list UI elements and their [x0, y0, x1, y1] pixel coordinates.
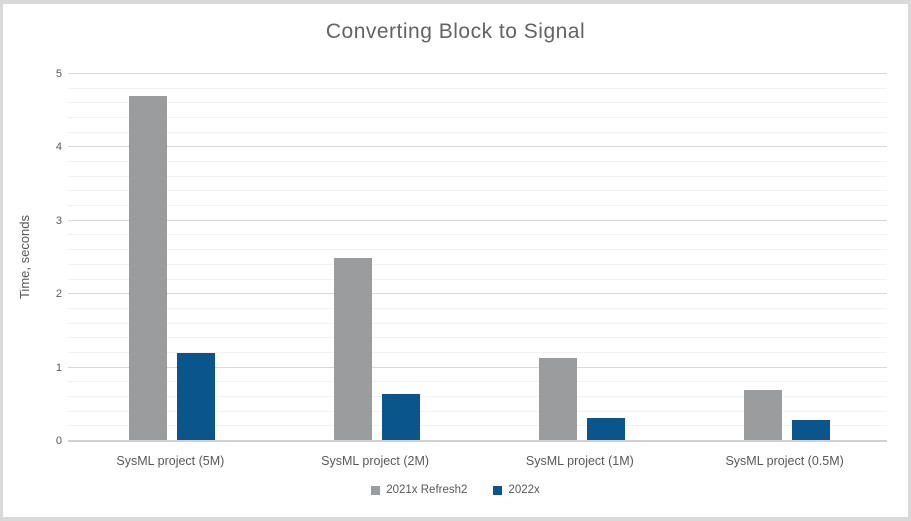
bar-2022x	[586, 418, 625, 441]
gridline-minor	[68, 102, 887, 104]
gridline-minor	[68, 205, 887, 207]
legend-item: 2022x	[493, 484, 540, 496]
legend-swatch-icon	[371, 485, 381, 495]
gridline-minor	[68, 425, 887, 427]
bar-2021x-refresh2	[538, 358, 577, 441]
chart-surface: Converting Block to Signal Time, seconds…	[3, 4, 908, 517]
gridline-minor	[68, 307, 887, 309]
bar-2021x-refresh2	[129, 96, 168, 441]
bar-2021x-refresh2	[743, 389, 782, 441]
bar-2022x	[382, 394, 421, 441]
gridline-minor	[68, 278, 887, 280]
legend-item: 2021x Refresh2	[371, 484, 467, 496]
y-tick-label: 4	[55, 141, 62, 154]
legend-label: 2021x Refresh2	[386, 484, 468, 496]
gridline-minor	[68, 337, 887, 339]
gridline-minor	[68, 87, 887, 89]
x-axis-line	[68, 440, 887, 442]
bar-2022x	[177, 352, 216, 441]
gridline-minor	[68, 410, 887, 412]
gridline-minor	[68, 131, 887, 133]
x-category-label: SysML project (1M)	[525, 454, 634, 468]
gridline-minor	[68, 161, 887, 163]
legend: 2021x Refresh2 2022x	[3, 484, 908, 496]
y-axis-title-text: Time, seconds	[17, 214, 32, 300]
gridline-major	[68, 219, 887, 221]
y-tick-label: 0	[55, 435, 62, 447]
bar-2022x	[791, 420, 830, 441]
gridline-major	[68, 366, 887, 368]
gridline-minor	[68, 234, 887, 236]
y-tick-label: 1	[55, 361, 62, 374]
gridline-major	[68, 146, 887, 148]
legend-swatch-icon	[493, 485, 503, 495]
x-category-label: SysML project (2M)	[321, 454, 430, 468]
legend-label: 2022x	[508, 484, 540, 496]
gridline-minor	[68, 263, 887, 265]
gridline-major	[68, 293, 887, 295]
y-tick-label: 3	[55, 214, 62, 227]
gridline-minor	[68, 117, 887, 119]
bar-2021x-refresh2	[334, 257, 373, 441]
x-category-label: SysML project (0.5M)	[725, 454, 844, 468]
gridline-major	[68, 73, 887, 74]
y-tick-label: 5	[55, 68, 62, 80]
x-category-label: SysML project (5M)	[116, 454, 225, 468]
gridline-minor	[68, 395, 887, 397]
gridline-minor	[68, 381, 887, 383]
gridline-minor	[68, 249, 887, 251]
plot-area	[68, 73, 887, 442]
gridline-minor	[68, 351, 887, 353]
gridline-minor	[68, 175, 887, 177]
gridline-minor	[68, 322, 887, 324]
gridline-minor	[68, 190, 887, 192]
y-tick-label: 2	[55, 288, 62, 301]
chart-title: Converting Block to Signal	[325, 20, 586, 43]
